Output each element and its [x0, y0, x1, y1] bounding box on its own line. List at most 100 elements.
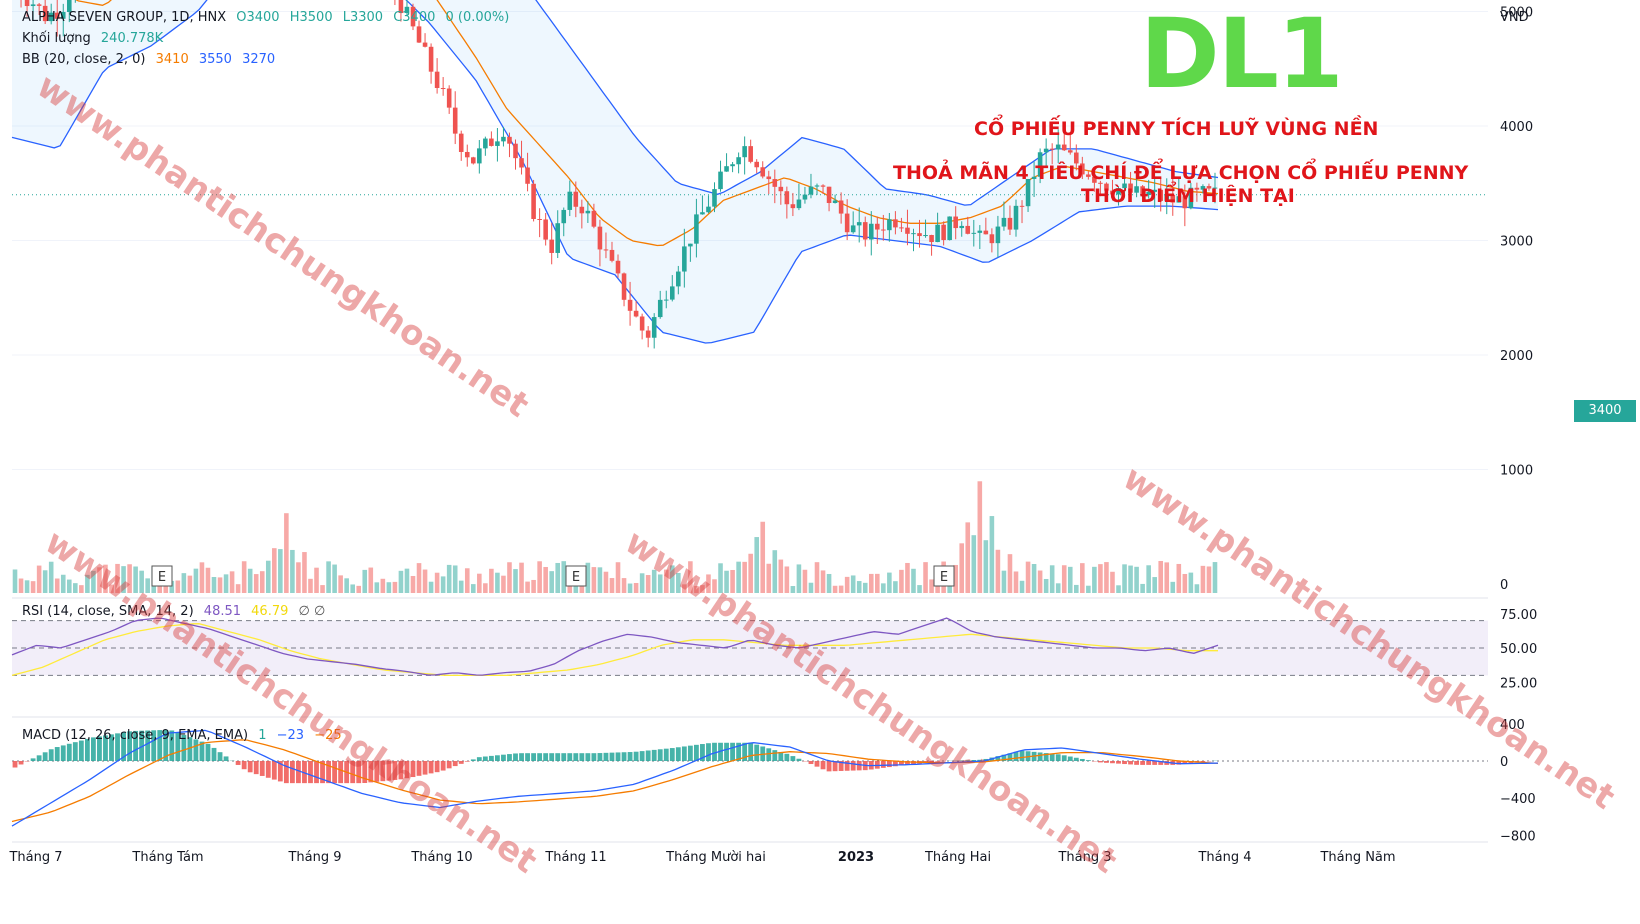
macd-histogram-bar — [259, 761, 265, 776]
candle-body — [1170, 194, 1176, 203]
macd-histogram-bar — [706, 743, 711, 761]
volume-bar — [706, 574, 711, 593]
macd-histogram-bar — [543, 753, 549, 761]
volume-value: 240.778K — [100, 31, 164, 46]
change-value: 0 (0.00%) — [445, 10, 510, 25]
volume-bar — [850, 575, 856, 593]
candle-body — [850, 225, 856, 233]
macd-histogram-bar — [995, 756, 1001, 761]
candle-body — [730, 164, 735, 167]
volume-bar — [1025, 561, 1031, 593]
macd-histogram-bar — [54, 747, 60, 761]
volume-bar — [549, 571, 554, 593]
macd-histogram-bar — [205, 743, 211, 761]
candle-body — [700, 212, 705, 215]
candle-body — [1067, 150, 1073, 153]
macd-histogram-bar — [350, 761, 356, 784]
time-axis-label: Tháng Mười hai — [665, 850, 766, 865]
macd-histogram-bar — [253, 761, 259, 775]
macd-histogram-bar — [959, 760, 965, 761]
volume-bar — [181, 573, 187, 593]
macd-histogram-bar — [446, 761, 452, 769]
candle-body — [1043, 148, 1049, 153]
headline-criteria: THOẢ MÃN 4 TIÊU CHÍ ĐỂ LỰA CHỌN CỔ PHIẾU… — [893, 162, 1469, 184]
macd-histogram-bar — [585, 753, 591, 761]
macd-histogram-bar — [1098, 761, 1103, 763]
candle-body — [519, 158, 524, 168]
volume-bar — [844, 576, 850, 593]
volume-bar — [1067, 566, 1073, 593]
volume-bar — [1212, 562, 1218, 593]
volume-bar — [187, 575, 193, 593]
macd-histogram-bar — [115, 733, 120, 761]
volume-bar — [531, 579, 536, 593]
volume-bar — [368, 567, 374, 593]
macd-histogram-bar — [434, 761, 440, 773]
macd-histogram-bar — [651, 749, 657, 761]
candle-body — [796, 199, 802, 209]
macd-histogram-bar — [669, 748, 675, 761]
candle-body — [820, 185, 826, 187]
volume-bar — [778, 559, 784, 593]
candle-body — [416, 26, 422, 43]
volume-bar — [820, 570, 826, 593]
bb-upper-line — [535, 0, 1219, 206]
volume-bar — [537, 561, 542, 593]
macd-histogram-bar — [681, 746, 687, 761]
candle-body — [464, 151, 470, 158]
macd-histogram-bar — [139, 730, 145, 761]
macd-histogram-bar — [48, 749, 54, 761]
volume-bar — [929, 579, 934, 593]
candle-body — [911, 233, 916, 235]
candle-body — [965, 225, 971, 234]
volume-bar — [452, 565, 458, 593]
macd-histogram-bar — [1128, 761, 1133, 765]
candle-body — [1086, 174, 1091, 177]
volume-bar — [48, 561, 54, 593]
candle-body — [1031, 176, 1037, 179]
volume-bar — [477, 573, 482, 593]
volume-bar — [320, 585, 325, 593]
volume-bar — [290, 549, 295, 593]
volume-bar — [736, 561, 741, 593]
candle-body — [651, 317, 657, 338]
macd-histogram-bar — [199, 741, 205, 761]
high-value: H3500 — [289, 10, 333, 25]
volume-bar — [1061, 565, 1067, 593]
macd-histogram-bar — [1043, 753, 1049, 761]
price-tick-label: 2000 — [1500, 349, 1533, 364]
macd-histogram-bar — [561, 753, 567, 761]
volume-bar — [398, 570, 404, 593]
volume-bar — [308, 578, 313, 593]
candle-body — [802, 194, 808, 200]
volume-bar — [603, 571, 609, 593]
earnings-marker-box — [151, 565, 173, 587]
volume-bar — [169, 580, 175, 593]
volume-bar — [633, 582, 639, 593]
candle-body — [887, 219, 892, 231]
candle-body — [676, 271, 681, 287]
last-price-tag: 3400 — [1574, 400, 1636, 422]
macd-histogram-bar — [1122, 761, 1127, 765]
volume-bar — [12, 569, 18, 593]
volume-bar — [663, 569, 669, 593]
volume-bar — [175, 580, 181, 593]
candle-body — [537, 218, 542, 220]
volume-bar — [18, 578, 24, 593]
candle-body — [718, 171, 723, 190]
candle-body — [585, 210, 591, 214]
macd-histogram-bar — [766, 748, 772, 761]
macd-histogram-bar — [531, 753, 537, 761]
macd-histogram-bar — [241, 761, 247, 770]
candle-body — [1152, 189, 1157, 192]
macd-histogram-bar — [971, 759, 977, 761]
volume-bar — [404, 568, 410, 593]
volume-bar — [1170, 581, 1176, 593]
volume-bar — [760, 521, 766, 593]
candle-body — [1055, 144, 1061, 150]
candle-body — [784, 191, 790, 205]
macd-histogram-bar — [1140, 761, 1146, 765]
volume-bar — [868, 573, 874, 593]
volume-bar — [1176, 563, 1182, 593]
